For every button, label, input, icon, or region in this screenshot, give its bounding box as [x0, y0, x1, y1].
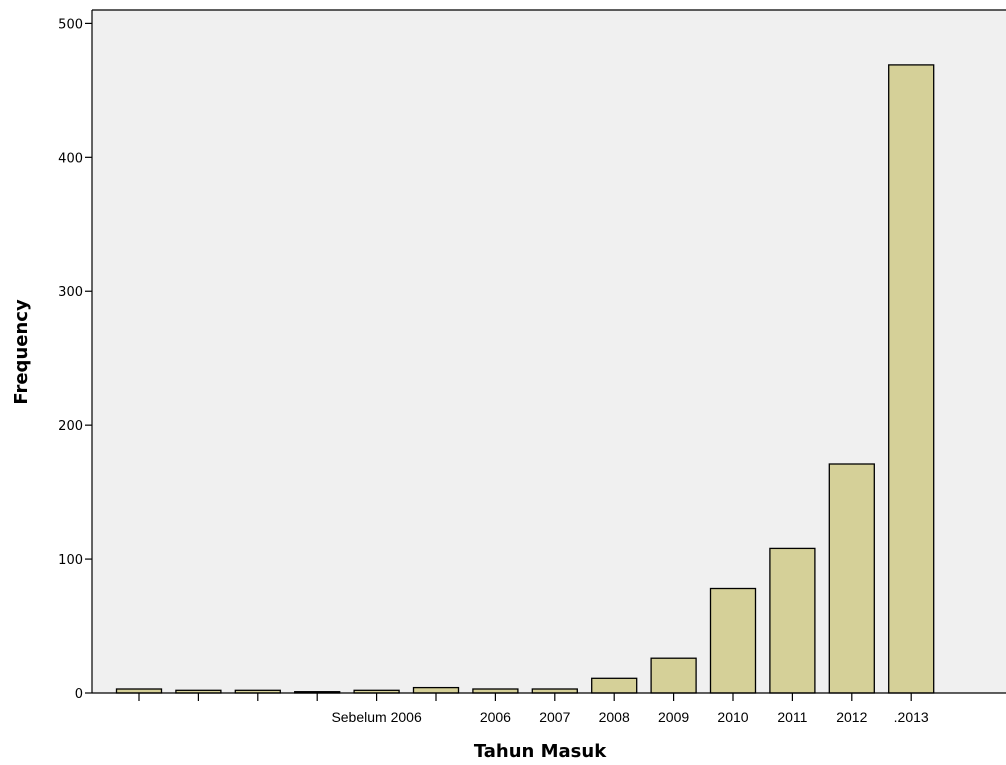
bar	[591, 677, 638, 694]
bar	[888, 64, 935, 694]
y-tick-label: 0	[75, 687, 83, 702]
y-tick-label: 400	[58, 151, 83, 166]
x-tick-label: 2010	[717, 709, 748, 725]
bar	[769, 547, 816, 694]
x-tick-label: Sebelum 2006	[331, 709, 422, 725]
x-axis: Sebelum 2006 2006 2007 2008 2009 2010 2011 2012…	[92, 692, 1006, 725]
bar	[650, 657, 697, 694]
x-tick-label: 2012	[836, 709, 867, 725]
y-tick-label: 200	[58, 419, 83, 434]
x-tick-label: 2007	[539, 709, 570, 725]
x-axis-title: Tahun Masuk	[474, 741, 607, 762]
x-tick-label: 2011	[777, 709, 807, 725]
y-tick-label: 300	[58, 285, 83, 300]
bar	[709, 587, 757, 694]
x-tick-label: 2006	[480, 709, 511, 725]
x-tick-label: .2013	[894, 709, 929, 725]
y-tick-label: 100	[58, 553, 83, 568]
bar	[412, 686, 460, 694]
bar	[828, 463, 875, 694]
y-tick-label: 500	[58, 17, 83, 32]
x-tick-label: 2008	[599, 709, 630, 725]
bars	[115, 64, 935, 694]
x-tick-label: 2009	[658, 709, 689, 725]
y-axis-title: Frequency	[11, 299, 32, 405]
y-axis: 0 100 200 300 400 500	[58, 9, 1006, 702]
